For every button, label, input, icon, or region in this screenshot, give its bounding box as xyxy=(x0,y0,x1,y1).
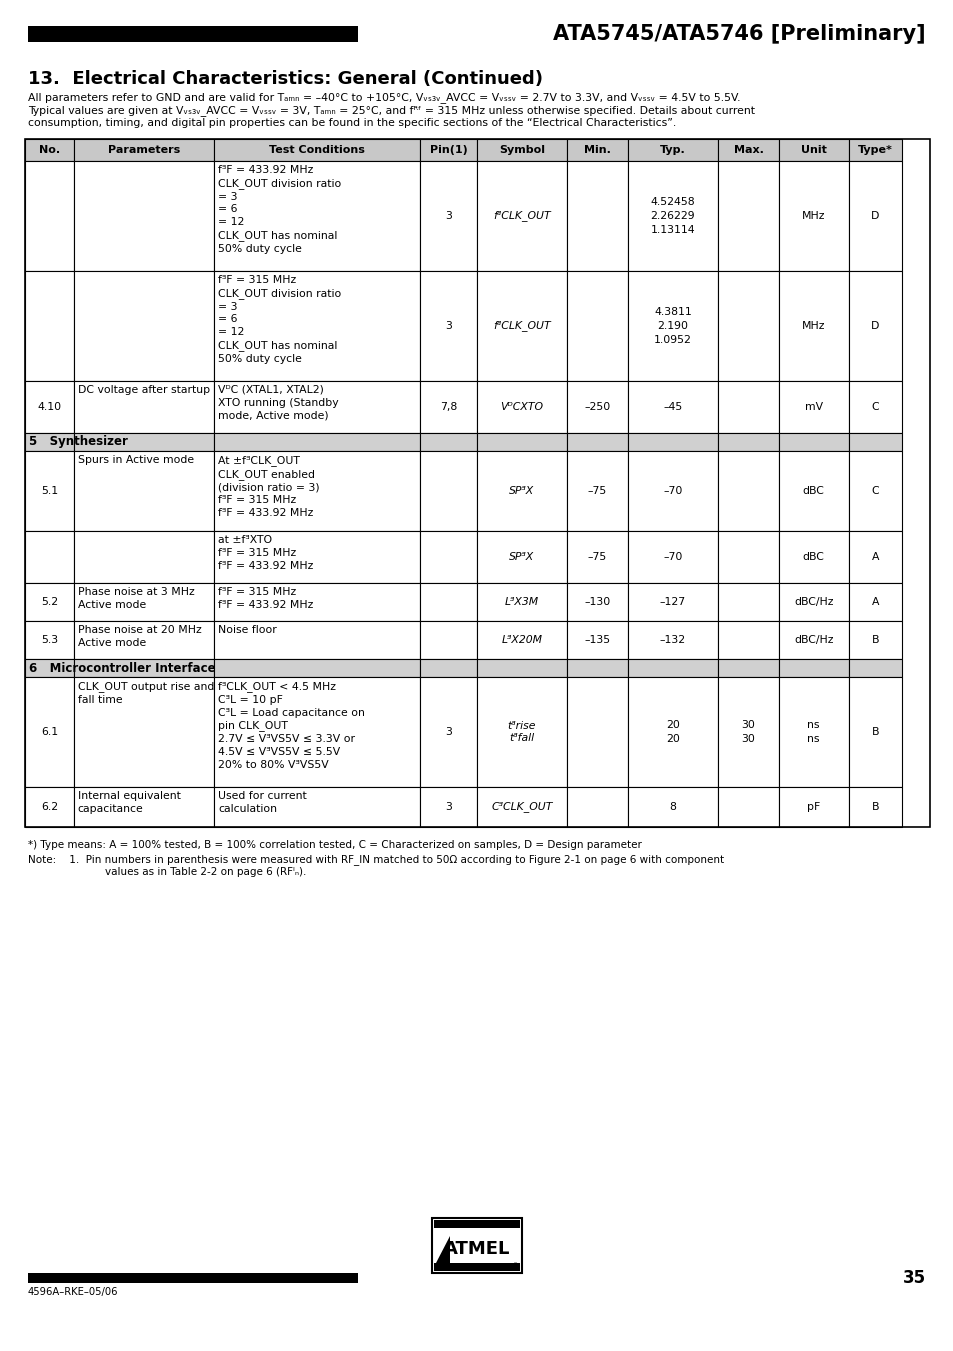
Bar xyxy=(718,659,778,677)
Bar xyxy=(213,434,420,451)
Text: 6.1: 6.1 xyxy=(41,727,58,738)
Text: fᴲCLK_OUT: fᴲCLK_OUT xyxy=(493,320,550,331)
Bar xyxy=(476,272,566,381)
Text: 5.2: 5.2 xyxy=(41,597,58,607)
Bar xyxy=(73,531,213,584)
Bar xyxy=(476,621,566,659)
Text: –70: –70 xyxy=(662,553,682,562)
Bar xyxy=(476,381,566,434)
Text: Max.: Max. xyxy=(733,145,762,155)
Bar xyxy=(778,659,847,677)
Text: 7,8: 7,8 xyxy=(439,403,456,412)
Text: dBC/Hz: dBC/Hz xyxy=(793,597,833,607)
Bar xyxy=(25,451,73,531)
Bar xyxy=(778,677,847,788)
Bar xyxy=(432,1219,521,1273)
Text: VᴰC (XTAL1, XTAL2)
XTO running (Standby
mode, Active mode): VᴰC (XTAL1, XTAL2) XTO running (Standby … xyxy=(218,385,338,420)
Text: –70: –70 xyxy=(662,486,682,496)
Bar xyxy=(420,161,476,272)
Bar xyxy=(73,161,213,272)
Text: dBC/Hz: dBC/Hz xyxy=(793,635,833,644)
Text: SPᴲX: SPᴲX xyxy=(509,486,534,496)
Bar xyxy=(627,531,718,584)
Text: –75: –75 xyxy=(587,553,606,562)
Bar xyxy=(847,451,901,531)
Bar xyxy=(73,381,213,434)
Text: –75: –75 xyxy=(587,486,606,496)
Bar xyxy=(778,161,847,272)
Bar xyxy=(847,434,901,451)
Text: Internal equivalent
capacitance: Internal equivalent capacitance xyxy=(78,790,180,813)
Bar xyxy=(213,584,420,621)
Bar xyxy=(420,381,476,434)
Bar xyxy=(213,451,420,531)
Text: 3: 3 xyxy=(445,322,452,331)
Bar xyxy=(778,531,847,584)
Text: 20
20: 20 20 xyxy=(665,720,679,744)
Bar xyxy=(420,272,476,381)
Bar xyxy=(73,621,213,659)
Text: C: C xyxy=(870,486,878,496)
Bar xyxy=(566,659,627,677)
Bar xyxy=(476,139,566,161)
Bar xyxy=(25,584,73,621)
Text: 4.3811
2.190
1.0952: 4.3811 2.190 1.0952 xyxy=(654,307,691,345)
Text: –127: –127 xyxy=(659,597,685,607)
Text: fᴲF = 315 MHz
CLK_OUT division ratio
= 3
= 6
= 12
CLK_OUT has nominal
50% duty c: fᴲF = 315 MHz CLK_OUT division ratio = 3… xyxy=(218,276,341,363)
Bar xyxy=(566,788,627,827)
Text: All parameters refer to GND and are valid for Tₐₘₙ = –40°C to +105°C, Vᵥₛ₃ᵥ_AVCC: All parameters refer to GND and are vali… xyxy=(28,92,740,103)
Bar xyxy=(25,621,73,659)
Bar xyxy=(213,677,420,788)
Text: SPᴲX: SPᴲX xyxy=(509,553,534,562)
Bar xyxy=(213,621,420,659)
Text: fᴲCLK_OUT: fᴲCLK_OUT xyxy=(493,211,550,222)
Text: Noise floor: Noise floor xyxy=(218,626,276,635)
Text: Test Conditions: Test Conditions xyxy=(269,145,365,155)
Text: –45: –45 xyxy=(662,403,682,412)
Text: 13.  Electrical Characteristics: General (Continued): 13. Electrical Characteristics: General … xyxy=(28,70,542,88)
Bar xyxy=(566,451,627,531)
Text: 5.1: 5.1 xyxy=(41,486,58,496)
Bar xyxy=(476,451,566,531)
Bar xyxy=(627,381,718,434)
Bar xyxy=(847,659,901,677)
Bar xyxy=(420,139,476,161)
Bar xyxy=(566,434,627,451)
Bar xyxy=(627,434,718,451)
Text: fᴲF = 315 MHz
fᴲF = 433.92 MHz: fᴲF = 315 MHz fᴲF = 433.92 MHz xyxy=(218,586,314,609)
Bar xyxy=(627,677,718,788)
Text: dBC: dBC xyxy=(801,486,823,496)
Bar xyxy=(847,677,901,788)
Text: Phase noise at 3 MHz
Active mode: Phase noise at 3 MHz Active mode xyxy=(78,586,194,609)
Bar xyxy=(778,381,847,434)
Bar xyxy=(718,434,778,451)
Bar xyxy=(718,451,778,531)
Text: Phase noise at 20 MHz
Active mode: Phase noise at 20 MHz Active mode xyxy=(78,626,201,647)
Bar xyxy=(847,621,901,659)
Text: Typical values are given at Vᵥₛ₃ᵥ_AVCC = Vᵥₛₛᵥ = 3V, Tₐₘₙ = 25°C, and fᴿᶠ = 315 : Typical values are given at Vᵥₛ₃ᵥ_AVCC =… xyxy=(28,105,754,116)
Text: 35: 35 xyxy=(902,1269,925,1288)
Bar xyxy=(25,531,73,584)
Bar xyxy=(476,434,566,451)
Bar xyxy=(73,788,213,827)
Bar xyxy=(73,584,213,621)
Text: B: B xyxy=(871,635,878,644)
Bar xyxy=(627,161,718,272)
Text: VᴰCXTO: VᴰCXTO xyxy=(499,403,543,412)
Text: 5   Synthesizer: 5 Synthesizer xyxy=(29,435,128,449)
Bar xyxy=(25,659,73,677)
Text: Spurs in Active mode: Spurs in Active mode xyxy=(78,455,193,465)
Bar xyxy=(847,161,901,272)
Text: A: A xyxy=(871,597,878,607)
Text: No.: No. xyxy=(39,145,60,155)
Bar xyxy=(778,584,847,621)
Bar xyxy=(25,139,929,827)
Text: CᴲCLK_OUT: CᴲCLK_OUT xyxy=(491,801,552,812)
Bar xyxy=(25,677,73,788)
Bar xyxy=(420,584,476,621)
Bar xyxy=(420,451,476,531)
Bar xyxy=(847,139,901,161)
Bar xyxy=(566,584,627,621)
Bar xyxy=(566,139,627,161)
Text: consumption, timing, and digital pin properties can be found in the specific sec: consumption, timing, and digital pin pro… xyxy=(28,118,676,128)
